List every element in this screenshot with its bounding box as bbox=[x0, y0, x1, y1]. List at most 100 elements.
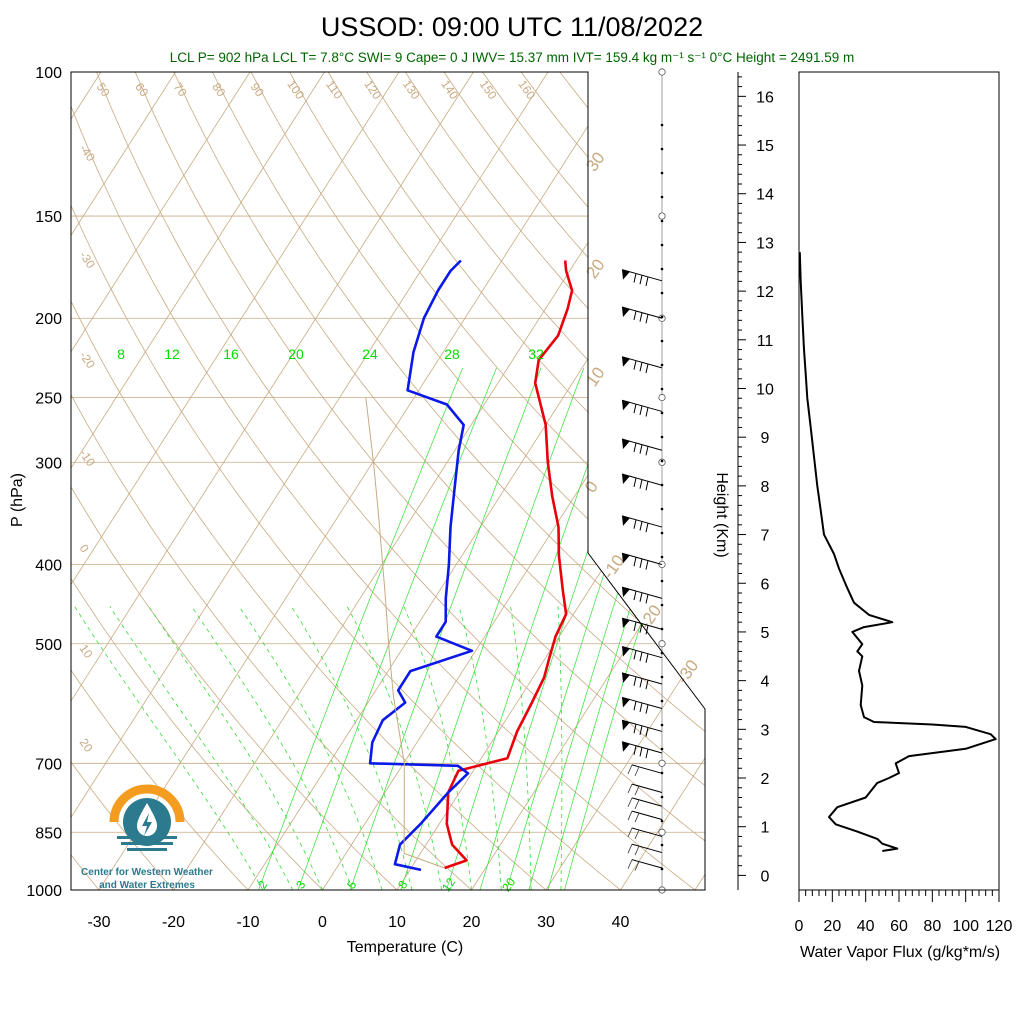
wind-barb-feather bbox=[633, 442, 637, 453]
height-tick-label: 4 bbox=[761, 674, 770, 691]
wind-barb-feather bbox=[639, 479, 643, 489]
mixing-ratio-line bbox=[547, 367, 705, 890]
wind-barb-feather bbox=[639, 444, 643, 454]
wind-dot bbox=[660, 339, 664, 343]
temperature-tick-label: 30 bbox=[537, 914, 555, 931]
mixing-ratio-label: 3 bbox=[293, 878, 308, 892]
flux-frame bbox=[798, 71, 1000, 891]
temperature-tick-label: 20 bbox=[463, 914, 481, 931]
mixing-ratio-label: 20 bbox=[288, 346, 304, 362]
wind-barb-feather bbox=[645, 446, 649, 456]
wind-dot bbox=[660, 747, 664, 751]
temperature-tick-label: 40 bbox=[612, 914, 630, 931]
pressure-tick-label: 1000 bbox=[26, 883, 62, 900]
wind-barb bbox=[631, 843, 663, 854]
dry-adiabat-label: 110 bbox=[323, 78, 346, 102]
wind-barb-pennant bbox=[622, 553, 630, 564]
dry-adiabat-label: 80 bbox=[209, 80, 228, 99]
flux-tick-label: 100 bbox=[952, 918, 979, 935]
moist-adiabat-line bbox=[403, 606, 472, 890]
height-tick-label: 1 bbox=[761, 820, 770, 837]
wind-barb-feather bbox=[639, 275, 643, 285]
temperature-tick-label: 0 bbox=[318, 914, 327, 931]
wind-dot bbox=[660, 579, 664, 583]
wind-barb-feather bbox=[639, 405, 643, 415]
wind-dot bbox=[660, 675, 664, 679]
wind-dot bbox=[660, 723, 664, 727]
height-tick-label: 16 bbox=[756, 89, 774, 106]
moist-adiabat-line bbox=[148, 606, 323, 890]
moist-adiabat-label: 10 bbox=[582, 364, 608, 390]
wind-barb-pennant bbox=[622, 439, 630, 450]
height-tick-label: 6 bbox=[761, 576, 770, 593]
wind-barb-pennant bbox=[622, 697, 630, 708]
wind-barb-pennant bbox=[622, 587, 630, 598]
moist-adiabat-label: -20 bbox=[636, 601, 666, 632]
wind-barb-feather bbox=[633, 360, 637, 370]
mixing-ratio-line bbox=[258, 367, 464, 890]
moist-adiabat-line bbox=[291, 606, 413, 890]
chart-title: USSOD: 09:00 UTC 11/08/2022 bbox=[321, 12, 703, 42]
wind-dot bbox=[660, 123, 664, 127]
wind-barb-pennant bbox=[622, 646, 630, 657]
skewt-frame bbox=[70, 71, 706, 891]
dry-adiabat-line bbox=[71, 72, 398, 890]
wind-level-marker bbox=[658, 393, 666, 402]
height-tick-label: 5 bbox=[761, 625, 770, 642]
mixing-ratio-label: 24 bbox=[362, 346, 378, 362]
mixing-ratio-label: 16 bbox=[223, 346, 239, 362]
wind-dot bbox=[660, 387, 664, 391]
mixing-ratio-label: 2 bbox=[255, 878, 270, 892]
height-tick-label: 15 bbox=[756, 138, 774, 155]
isotherm-line bbox=[545, 72, 705, 890]
dry-adiabat-line bbox=[71, 72, 174, 890]
wind-barb-pennant bbox=[622, 741, 630, 752]
dry-adiabat-line bbox=[289, 72, 705, 890]
dry-adiabat-label: 130 bbox=[400, 77, 423, 102]
wind-dot bbox=[660, 411, 664, 415]
height-tick-label: 7 bbox=[761, 528, 770, 545]
wind-barb-pennant bbox=[622, 269, 630, 280]
moist-adiabat-line bbox=[109, 606, 294, 890]
wind-dot bbox=[660, 555, 664, 559]
wind-barb-feather bbox=[633, 650, 637, 660]
height-tick-label: 11 bbox=[757, 333, 774, 350]
wind-barb-feather bbox=[633, 273, 637, 283]
pressure-tick-label: 850 bbox=[35, 825, 62, 842]
wind-barb-pennant bbox=[622, 720, 630, 731]
wind-dot bbox=[660, 291, 664, 295]
wind-dot bbox=[660, 267, 664, 271]
wind-barb-feather bbox=[627, 783, 633, 794]
moist-adiabat-line bbox=[74, 606, 264, 890]
dry-adiabat-line bbox=[71, 72, 547, 890]
wind-barb-feather bbox=[639, 747, 643, 757]
isotherm-line bbox=[71, 72, 474, 890]
wind-barb-feather bbox=[634, 829, 640, 840]
temperature-tick-label: 10 bbox=[388, 914, 406, 931]
dry-adiabat-line bbox=[443, 72, 705, 890]
dry-adiabat-line bbox=[559, 72, 705, 890]
moist-adiabat-line bbox=[346, 606, 443, 890]
isotherm-line bbox=[322, 72, 705, 890]
flux-tick-label: 40 bbox=[857, 918, 875, 935]
wind-barb-pennant bbox=[622, 307, 630, 318]
dry-adiabat-label: 100 bbox=[284, 77, 307, 102]
skewt-y-axis-title: P (hPa) bbox=[9, 473, 26, 527]
wind-dot bbox=[660, 699, 664, 703]
pressure-tick-label: 700 bbox=[35, 756, 62, 773]
height-tick-label: 14 bbox=[756, 187, 774, 204]
height-tick-label: 8 bbox=[761, 479, 770, 496]
dry-adiabat-label: 120 bbox=[361, 77, 384, 102]
wind-barb-feather bbox=[639, 592, 643, 602]
wind-barb bbox=[631, 797, 663, 807]
wind-dot bbox=[660, 219, 664, 223]
wind-barb-feather bbox=[627, 797, 633, 808]
logo-wave-1 bbox=[117, 836, 177, 839]
height-tick-label: 12 bbox=[756, 284, 774, 301]
moist-adiabat-label: 30 bbox=[582, 149, 608, 175]
logo-wave-3 bbox=[127, 848, 167, 851]
wind-barbs bbox=[621, 68, 666, 894]
wind-barb-feather bbox=[645, 727, 649, 737]
